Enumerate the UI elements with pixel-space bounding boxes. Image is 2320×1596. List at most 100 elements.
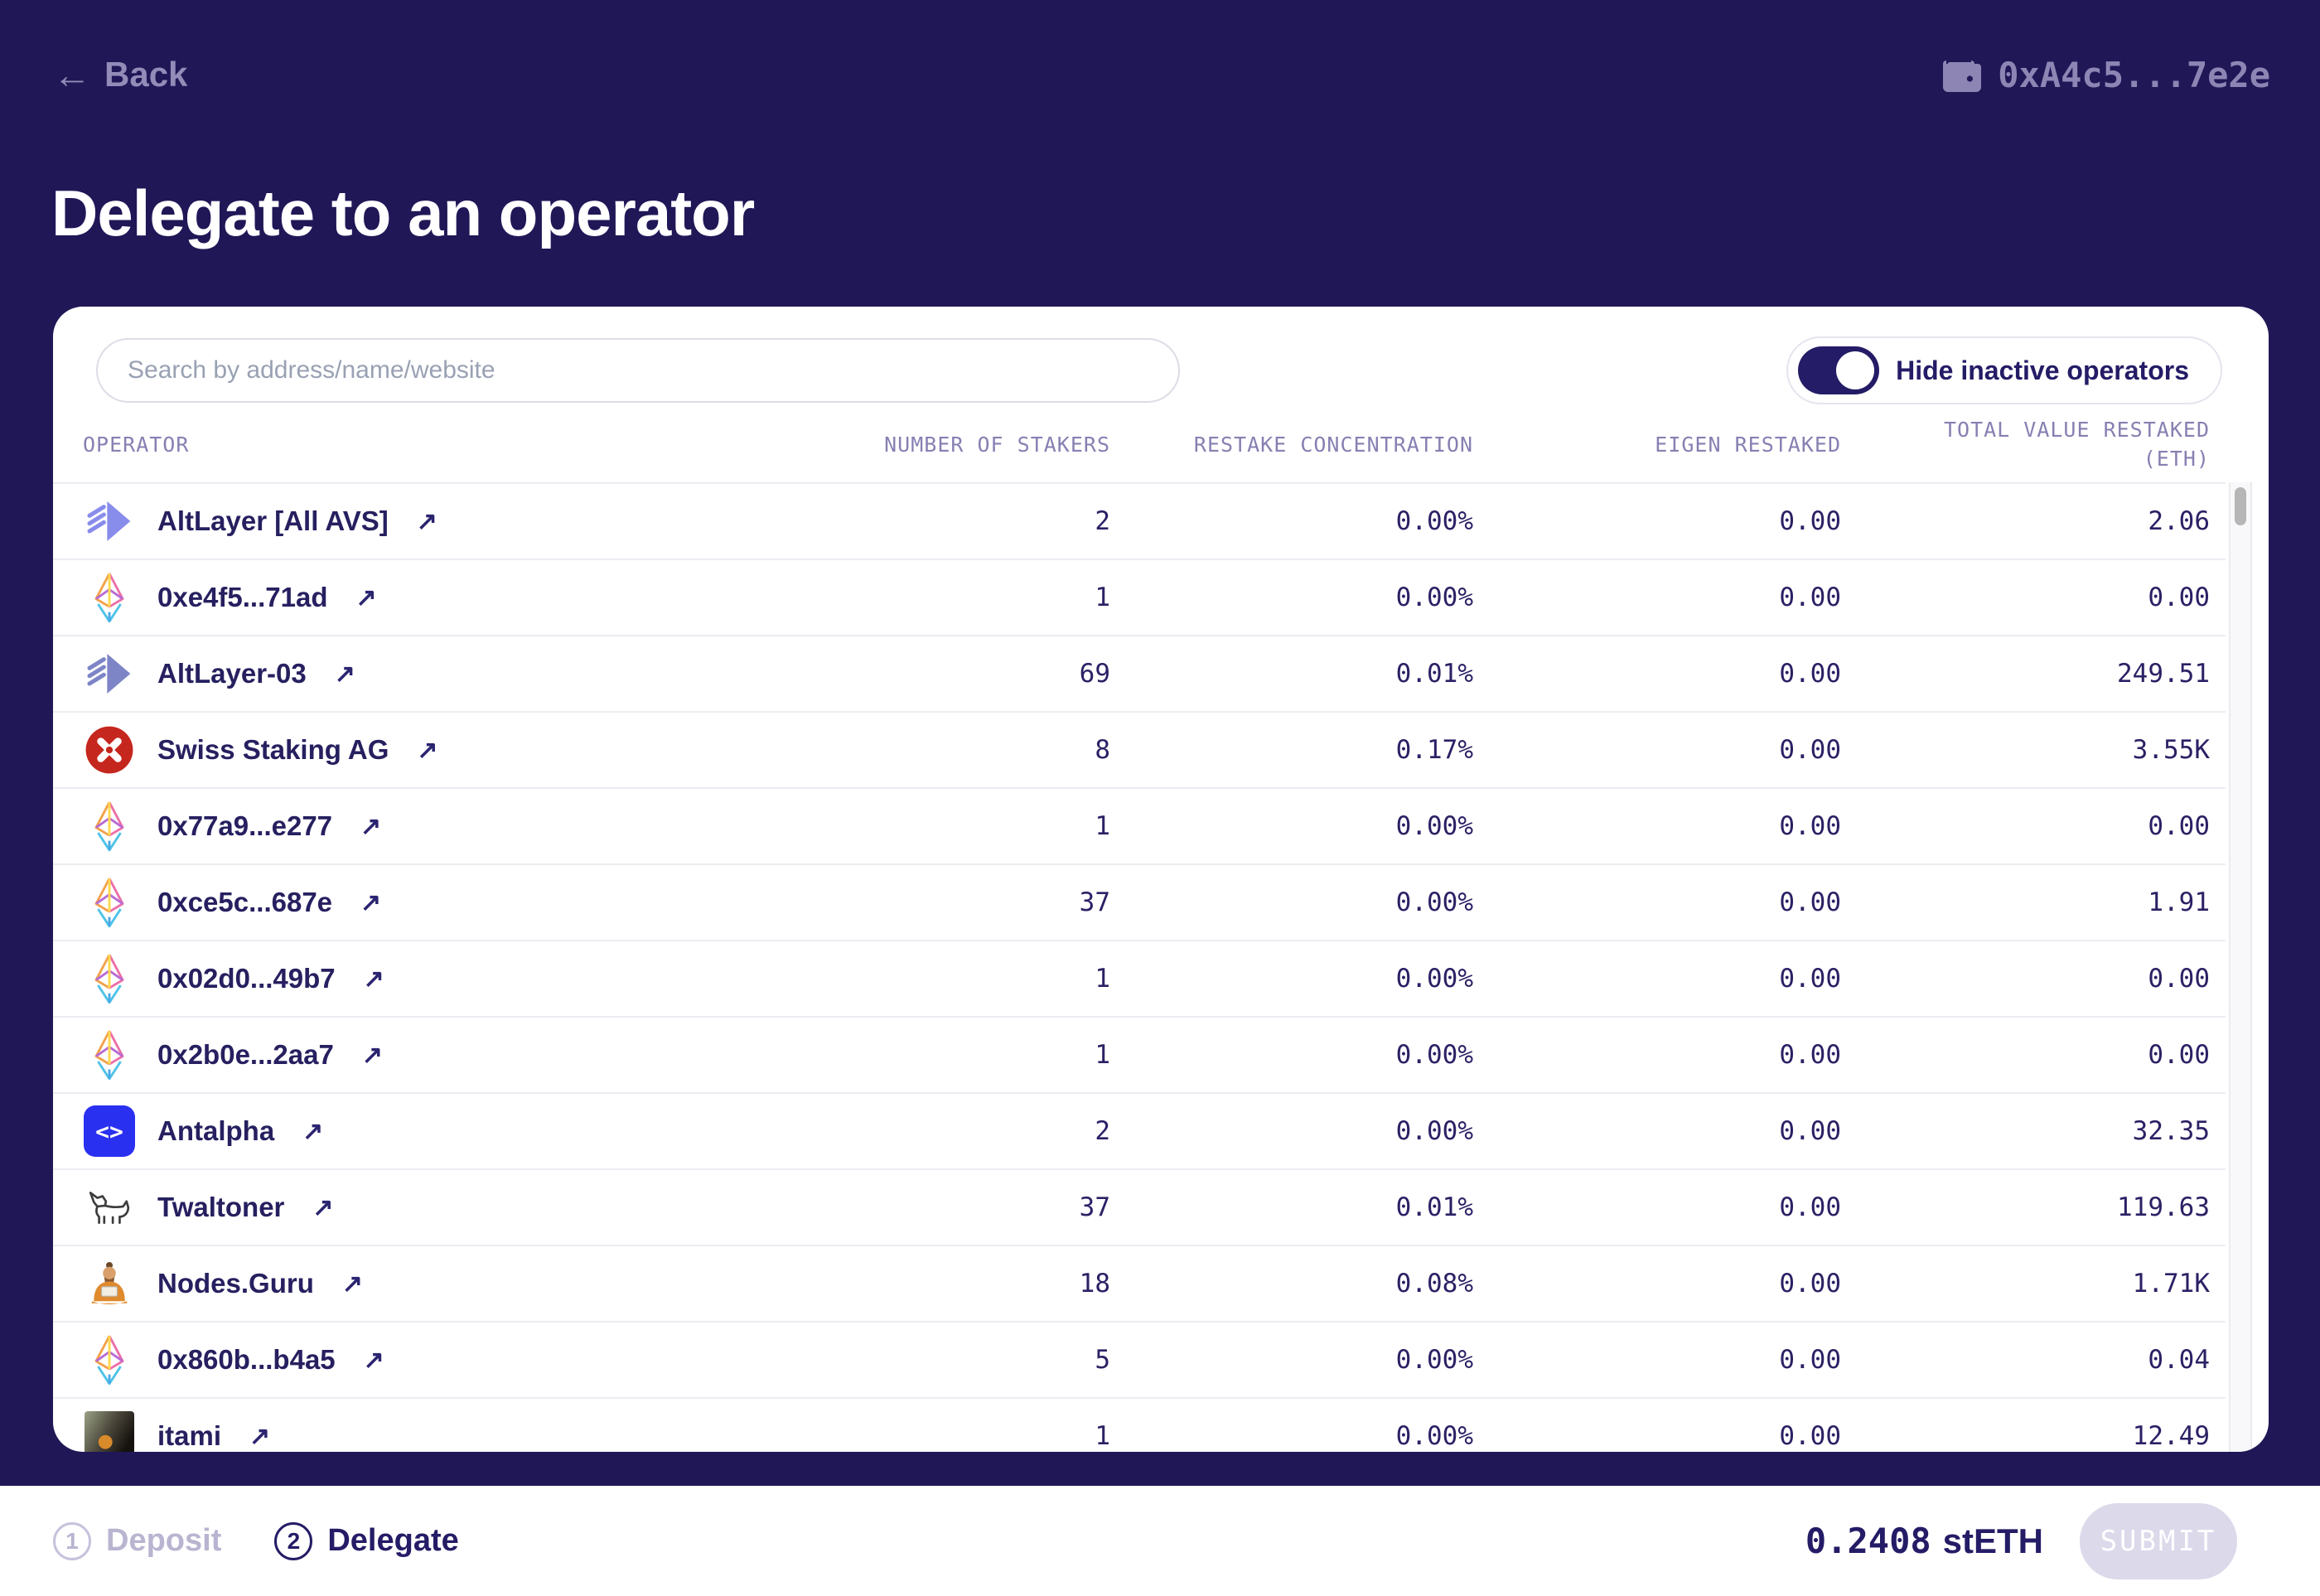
- twaltoner-operator-icon: [83, 1181, 136, 1234]
- search-input[interactable]: [96, 338, 1180, 403]
- eth-operator-icon: [83, 800, 136, 853]
- eigen-value: 0.00: [1779, 964, 1841, 994]
- eigen-value: 0.00: [1779, 811, 1841, 841]
- antalpha-operator-icon: <>: [83, 1105, 136, 1158]
- external-link-icon[interactable]: ↗: [360, 888, 382, 916]
- stakers-value: 37: [1079, 887, 1110, 917]
- operator-name[interactable]: itami: [157, 1420, 222, 1451]
- eigen-value: 0.00: [1779, 1192, 1841, 1222]
- stakers-value: 1: [1095, 964, 1110, 994]
- operator-row[interactable]: 0x2b0e...2aa7 ↗ 1 0.00% 0.00 0.00: [53, 1018, 2226, 1094]
- altlayer2-operator-icon: [83, 647, 136, 700]
- operator-name[interactable]: AltLayer [All AVS]: [157, 505, 389, 536]
- total-value: 249.51: [2117, 659, 2210, 689]
- operator-row[interactable]: Nodes.Guru ↗ 18 0.08% 0.00 1.71K: [53, 1246, 2226, 1323]
- total-value: 3.55K: [2132, 735, 2210, 765]
- operator-name[interactable]: Swiss Staking AG: [157, 734, 389, 765]
- back-label: Back: [104, 55, 188, 94]
- external-link-icon[interactable]: ↗: [416, 507, 437, 535]
- eigen-value: 0.00: [1779, 583, 1841, 612]
- altlayer-operator-icon: [83, 495, 136, 548]
- external-link-icon[interactable]: ↗: [417, 736, 438, 764]
- total-value: 12.49: [2132, 1421, 2210, 1451]
- operator-name[interactable]: 0x860b...b4a5: [157, 1344, 336, 1375]
- operator-name[interactable]: 0xe4f5...71ad: [157, 582, 328, 612]
- concentration-value: 0.00%: [1395, 887, 1473, 917]
- total-value: 0.00: [2148, 1040, 2210, 1070]
- back-button[interactable]: ← Back: [53, 55, 187, 94]
- page-title: Delegate to an operator: [51, 177, 755, 249]
- nodesguru-operator-icon: [83, 1257, 136, 1310]
- eigen-value: 0.00: [1779, 1421, 1841, 1451]
- operator-name[interactable]: 0xce5c...687e: [157, 887, 333, 917]
- operator-name[interactable]: Antalpha: [157, 1115, 275, 1146]
- operator-name[interactable]: 0x02d0...49b7: [157, 963, 336, 994]
- stakers-value: 69: [1079, 659, 1110, 689]
- external-link-icon[interactable]: ↗: [249, 1422, 271, 1450]
- external-link-icon[interactable]: ↗: [312, 1193, 334, 1221]
- step-deposit[interactable]: 1 Deposit: [53, 1521, 222, 1560]
- operator-name[interactable]: 0x2b0e...2aa7: [157, 1039, 334, 1070]
- operator-row[interactable]: 0x860b...b4a5 ↗ 5 0.00% 0.00 0.04: [53, 1323, 2226, 1399]
- eth-operator-icon: [83, 1333, 136, 1386]
- wallet-chip[interactable]: 0xA4c5...7e2e: [1943, 55, 2270, 95]
- eth-operator-icon: [83, 876, 136, 929]
- scrollbar-thumb[interactable]: [2235, 487, 2246, 525]
- operator-name[interactable]: AltLayer-03: [157, 658, 307, 689]
- operator-row[interactable]: <> Antalpha ↗ 2 0.00% 0.00 32.35: [53, 1094, 2226, 1170]
- concentration-value: 0.01%: [1395, 659, 1473, 689]
- eigen-value: 0.00: [1779, 1040, 1841, 1070]
- wallet-address: 0xA4c5...7e2e: [1998, 55, 2270, 95]
- stakers-value: 1: [1095, 1040, 1110, 1070]
- operator-row[interactable]: 0xce5c...687e ↗ 37 0.00% 0.00 1.91: [53, 865, 2226, 941]
- col-header-total: TOTAL VALUE RESTAKED (ETH): [1943, 418, 2210, 471]
- operator-row[interactable]: itami ↗ 1 0.00% 0.00 12.49: [53, 1399, 2226, 1452]
- total-value: 0.00: [2148, 811, 2210, 841]
- operator-row[interactable]: Twaltoner ↗ 37 0.01% 0.00 119.63: [53, 1170, 2226, 1246]
- operator-table: AltLayer [All AVS] ↗ 2 0.00% 0.00 2.06 0xe4f5.…: [53, 482, 2226, 1452]
- concentration-value: 0.00%: [1395, 506, 1473, 536]
- concentration-value: 0.00%: [1395, 1421, 1473, 1451]
- operator-name[interactable]: Nodes.Guru: [157, 1268, 314, 1299]
- operator-row[interactable]: 0x77a9...e277 ↗ 1 0.00% 0.00 0.00: [53, 789, 2226, 865]
- external-link-icon[interactable]: ↗: [363, 965, 384, 993]
- stakers-value: 5: [1095, 1345, 1110, 1375]
- eigen-value: 0.00: [1779, 1345, 1841, 1375]
- step-delegate[interactable]: 2 Delegate: [274, 1521, 459, 1560]
- itami-operator-icon: [83, 1410, 136, 1452]
- external-link-icon[interactable]: ↗: [363, 1346, 384, 1374]
- table-header-row: OPERATOR NUMBER OF STAKERS RESTAKE CONCE…: [53, 406, 2226, 482]
- step-2-circle: 2: [274, 1521, 313, 1560]
- stakers-value: 18: [1079, 1269, 1110, 1299]
- external-link-icon[interactable]: ↗: [302, 1117, 324, 1145]
- total-value: 0.00: [2148, 583, 2210, 612]
- operator-row[interactable]: 0x02d0...49b7 ↗ 1 0.00% 0.00 0.00: [53, 941, 2226, 1018]
- external-link-icon[interactable]: ↗: [361, 1041, 383, 1069]
- operator-name[interactable]: Twaltoner: [157, 1192, 285, 1222]
- concentration-value: 0.01%: [1395, 1192, 1473, 1222]
- external-link-icon[interactable]: ↗: [355, 583, 377, 612]
- submit-button[interactable]: SUBMIT: [2080, 1502, 2237, 1579]
- operator-panel: Hide inactive operators OPERATOR NUMBER …: [53, 307, 2269, 1452]
- footer-bar: 1 Deposit 2 Delegate 0.2408 stETH SUBMIT: [0, 1486, 2320, 1596]
- external-link-icon[interactable]: ↗: [341, 1270, 363, 1298]
- stakers-value: 37: [1079, 1192, 1110, 1222]
- concentration-value: 0.08%: [1395, 1269, 1473, 1299]
- operator-row[interactable]: AltLayer [All AVS] ↗ 2 0.00% 0.00 2.06: [53, 484, 2226, 560]
- toggle-label: Hide inactive operators: [1896, 355, 2189, 385]
- step-1-circle: 1: [53, 1521, 91, 1560]
- eigen-value: 0.00: [1779, 659, 1841, 689]
- operator-name[interactable]: 0x77a9...e277: [157, 810, 333, 841]
- table-scrollbar[interactable]: [2229, 482, 2252, 1452]
- operator-row[interactable]: 0xe4f5...71ad ↗ 1 0.00% 0.00 0.00: [53, 560, 2226, 636]
- external-link-icon[interactable]: ↗: [334, 660, 355, 688]
- external-link-icon[interactable]: ↗: [360, 812, 382, 840]
- toggle-switch-icon[interactable]: [1798, 346, 1880, 394]
- operator-row[interactable]: Swiss Staking AG ↗ 8 0.17% 0.00 3.55K: [53, 713, 2226, 789]
- step-1-label: Deposit: [106, 1523, 222, 1558]
- col-header-operator: OPERATOR: [83, 432, 190, 457]
- hide-inactive-toggle[interactable]: Hide inactive operators: [1786, 336, 2222, 404]
- operator-row[interactable]: AltLayer-03 ↗ 69 0.01% 0.00 249.51: [53, 636, 2226, 713]
- stakers-value: 1: [1095, 583, 1110, 612]
